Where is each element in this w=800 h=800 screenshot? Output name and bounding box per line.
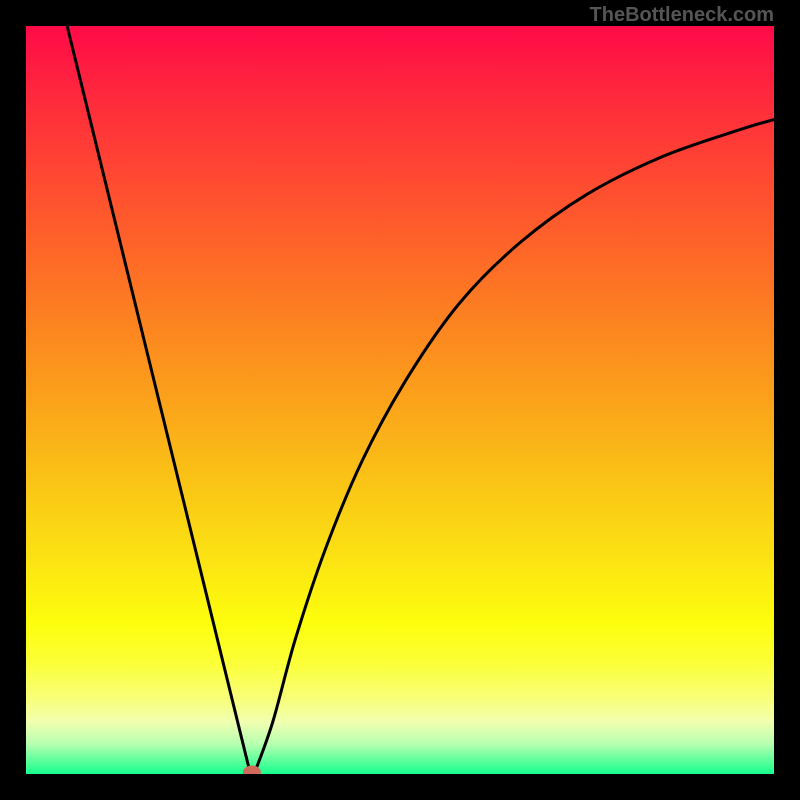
curve-right-branch (254, 120, 774, 775)
curve-left-branch (67, 26, 250, 774)
plot-area (26, 26, 774, 774)
bottleneck-curve (26, 26, 774, 774)
attribution-text: TheBottleneck.com (590, 4, 774, 27)
